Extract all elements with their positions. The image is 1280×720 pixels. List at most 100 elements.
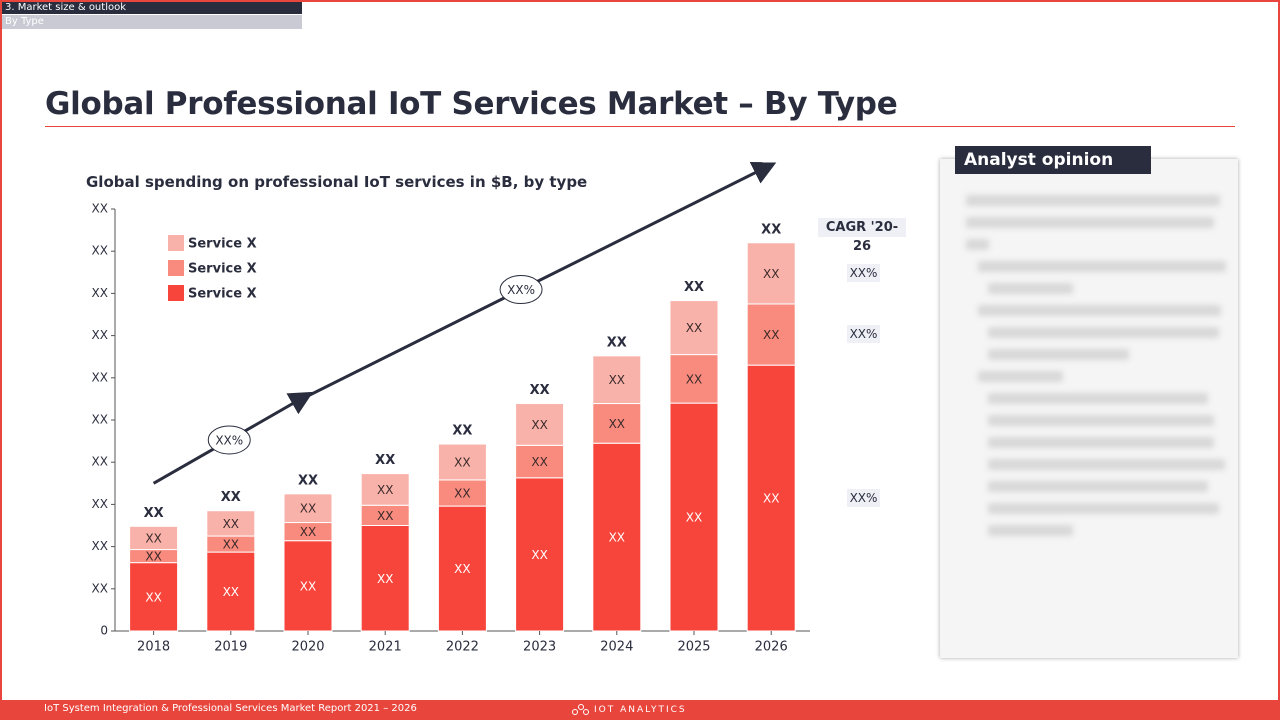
frame-left-border xyxy=(0,0,2,720)
bar-segment-label: XX xyxy=(686,511,702,525)
bar-segment-label: XX xyxy=(377,483,393,497)
cagr-value: XX% xyxy=(847,489,880,507)
logo-text: IOT ANALYTICS xyxy=(594,705,687,715)
x-tick-label: 2021 xyxy=(369,640,402,655)
x-tick-label: 2023 xyxy=(523,640,556,655)
x-tick-label: 2026 xyxy=(755,640,788,655)
bar-segment xyxy=(437,443,487,481)
logo-icon xyxy=(572,703,590,716)
bar-total-label: XX xyxy=(452,424,472,439)
bar-segment xyxy=(129,525,179,551)
y-tick-label: XX xyxy=(92,413,108,427)
bar-segment-label: XX xyxy=(763,267,779,281)
bar-segment xyxy=(206,551,256,632)
brand-logo: IOT ANALYTICS xyxy=(572,701,712,719)
frame-right-border xyxy=(1278,0,1280,720)
bar-segment-label: XX xyxy=(377,509,393,523)
bar-segment-label: XX xyxy=(454,455,470,469)
bar-segment xyxy=(592,355,642,405)
legend-label: Service X xyxy=(188,262,257,277)
bar-segment xyxy=(746,303,796,366)
x-tick-label: 2019 xyxy=(214,640,247,655)
bar-segment xyxy=(669,402,719,632)
analyst-panel xyxy=(940,159,1238,658)
footer-bar xyxy=(0,700,1280,720)
y-tick-label: XX xyxy=(92,497,108,511)
subsection-tag: By Type xyxy=(2,15,302,29)
bar-segment-label: XX xyxy=(609,417,625,431)
cagr-header: CAGR '20-26 xyxy=(818,218,906,254)
bar-segment-label: XX xyxy=(686,321,702,335)
bar-segment-label: XX xyxy=(763,328,779,342)
bar-total-label: XX xyxy=(530,383,550,398)
bar-segment xyxy=(592,442,642,632)
bar-total-label: XX xyxy=(144,506,164,521)
x-tick-label: 2022 xyxy=(446,640,479,655)
bar-segment-label: XX xyxy=(145,590,161,604)
bar-segment xyxy=(360,473,410,506)
bar-segment-label: XX xyxy=(531,418,547,432)
bar-segment-label: XX xyxy=(686,372,702,386)
footer-report-title: IoT System Integration & Professional Se… xyxy=(44,703,417,714)
y-tick-label: XX xyxy=(92,581,108,595)
y-tick-label: XX xyxy=(92,455,108,469)
y-tick-label: XX xyxy=(92,202,108,216)
legend-swatch xyxy=(168,260,184,276)
y-tick-label: 0 xyxy=(100,624,108,638)
bar-segment xyxy=(746,364,796,632)
growth-arrow xyxy=(307,162,777,398)
bar-segment-label: XX xyxy=(223,517,239,531)
bar-segment-label: XX xyxy=(145,550,161,564)
bar-segment xyxy=(515,444,565,479)
legend-swatch xyxy=(168,285,184,301)
bar-segment-label: XX xyxy=(531,548,547,562)
y-tick-label: XX xyxy=(92,244,108,258)
bar-segment xyxy=(283,540,333,632)
legend-label: Service X xyxy=(188,237,257,252)
bar-total-label: XX xyxy=(375,453,395,468)
bar-segment xyxy=(592,403,642,444)
analyst-opinion-header: Analyst opinion xyxy=(955,146,1151,174)
growth-badge xyxy=(499,275,543,305)
title-divider xyxy=(45,126,1235,127)
bar-segment xyxy=(746,242,796,305)
y-tick-label: XX xyxy=(92,370,108,384)
analyst-blurred-text xyxy=(948,195,1230,650)
bar-segment-label: XX xyxy=(300,525,316,539)
x-tick-label: 2018 xyxy=(137,640,170,655)
growth-label: XX% xyxy=(507,283,535,297)
y-tick-label: XX xyxy=(92,328,108,342)
bar-segment-label: XX xyxy=(609,373,625,387)
bar-segment-label: XX xyxy=(454,562,470,576)
bar-segment-label: XX xyxy=(300,502,316,516)
bar-segment-label: XX xyxy=(531,455,547,469)
bar-segment xyxy=(360,525,410,632)
frame-top-border xyxy=(0,0,1280,2)
x-tick-label: 2025 xyxy=(677,640,710,655)
legend-label: Service X xyxy=(188,287,257,302)
y-tick-label: XX xyxy=(92,286,108,300)
bar-segment xyxy=(437,505,487,632)
bar-segment-label: XX xyxy=(223,585,239,599)
bar-total-label: XX xyxy=(298,473,318,488)
section-tag: 3. Market size & outlook xyxy=(2,2,302,14)
bar-total-label: XX xyxy=(221,490,241,505)
x-tick-label: 2024 xyxy=(600,640,633,655)
legend-swatch xyxy=(168,235,184,251)
bar-segment xyxy=(669,300,719,356)
bar-segment-label: XX xyxy=(454,487,470,501)
cagr-value: XX% xyxy=(847,325,880,343)
y-tick-label: XX xyxy=(92,539,108,553)
bar-segment xyxy=(283,493,333,524)
x-tick-label: 2020 xyxy=(291,640,324,655)
cagr-value: XX% xyxy=(847,264,880,282)
bar-segment-label: XX xyxy=(300,579,316,593)
bar-segment xyxy=(515,477,565,632)
bar-segment xyxy=(129,562,179,632)
growth-badge xyxy=(207,425,251,455)
growth-label: XX% xyxy=(215,433,243,447)
bar-segment xyxy=(515,403,565,446)
bar-segment-label: XX xyxy=(609,531,625,545)
page-title: Global Professional IoT Services Market … xyxy=(45,86,898,122)
